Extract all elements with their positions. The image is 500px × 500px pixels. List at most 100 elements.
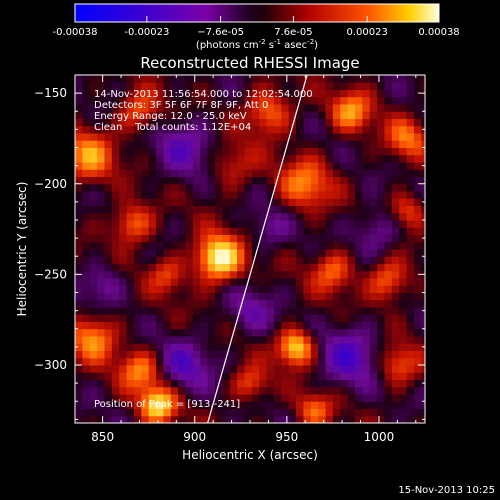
heatmap-cell: [133, 278, 142, 286]
heatmap-cell: [281, 220, 290, 228]
heatmap-cell: [178, 365, 187, 373]
heatmap-cell: [406, 314, 415, 322]
heatmap-cell: [229, 379, 238, 388]
heatmap-cell: [229, 336, 238, 344]
heatmap-cell: [148, 357, 157, 366]
heatmap-cell: [111, 220, 120, 228]
heatmap-cell: [259, 336, 268, 344]
heatmap-cell: [148, 183, 157, 192]
heatmap-cell: [377, 386, 385, 395]
heatmap-cell: [355, 350, 363, 359]
heatmap-cell: [251, 176, 260, 185]
heatmap-cell: [369, 89, 378, 98]
heatmap-cell: [97, 394, 105, 402]
heatmap-cell: [229, 154, 238, 163]
heatmap-cell: [126, 415, 135, 423]
heatmap-cell: [413, 299, 422, 308]
heatmap-cell: [325, 147, 334, 156]
heatmap-cell: [126, 307, 135, 315]
heatmap-cell: [207, 125, 216, 134]
heatmap-cell: [148, 176, 157, 185]
heatmap-cell: [237, 256, 245, 264]
heatmap-cell: [332, 278, 341, 286]
heatmap-cell: [222, 191, 231, 199]
heatmap-cell: [104, 234, 113, 243]
heatmap-cell: [111, 162, 120, 170]
heatmap-cell: [355, 394, 363, 402]
heatmap-cell: [148, 328, 157, 337]
heatmap-cell: [244, 350, 253, 359]
heatmap-cell: [273, 162, 282, 170]
heatmap-cell: [200, 321, 209, 330]
heatmap-cell: [340, 75, 349, 83]
heatmap-cell: [296, 212, 304, 221]
heatmap-cell: [281, 285, 290, 293]
heatmap-cell: [229, 104, 238, 112]
heatmap-cell: [215, 169, 223, 177]
heatmap-cell: [111, 176, 120, 185]
heatmap-cell: [377, 415, 385, 423]
heatmap-cell: [148, 104, 157, 112]
heatmap-cell: [384, 125, 393, 134]
heatmap-cell: [406, 82, 415, 90]
heatmap-cell: [229, 415, 238, 423]
heatmap-cell: [266, 292, 275, 301]
heatmap-cell: [296, 307, 304, 315]
heatmap-cell: [126, 278, 135, 286]
heatmap-cell: [288, 408, 297, 417]
heatmap-cell: [229, 343, 238, 351]
heatmap-cell: [119, 357, 128, 366]
heatmap-cell: [133, 365, 142, 373]
heatmap-cell: [355, 328, 363, 337]
heatmap-cell: [97, 82, 105, 90]
x-tick-label: 1000: [364, 430, 395, 444]
heatmap-cell: [215, 270, 223, 279]
heatmap-cell: [82, 125, 91, 134]
heatmap-cell: [369, 154, 378, 163]
heatmap-cell: [126, 350, 135, 359]
heatmap-cell: [244, 140, 253, 148]
heatmap-cell: [310, 198, 319, 206]
heatmap-cell: [178, 75, 187, 83]
heatmap-cell: [192, 299, 201, 308]
heatmap-cell: [384, 343, 393, 351]
heatmap-cell: [222, 118, 231, 127]
heatmap-cell: [89, 350, 98, 359]
heatmap-cell: [178, 220, 187, 228]
heatmap-cell: [237, 154, 245, 163]
heatmap-cell: [156, 205, 164, 214]
heatmap-cell: [192, 292, 201, 301]
heatmap-cell: [281, 133, 290, 141]
heatmap-cell: [369, 104, 378, 112]
heatmap-cell: [126, 365, 135, 373]
heatmap-cell: [310, 96, 319, 105]
heatmap-cell: [178, 415, 187, 423]
heatmap-cell: [148, 234, 157, 243]
heatmap-cell: [355, 140, 363, 148]
heatmap-cell: [133, 205, 142, 214]
heatmap-cell: [178, 249, 187, 257]
heatmap-cell: [207, 270, 216, 279]
heatmap-cell: [413, 220, 422, 228]
heatmap-cell: [185, 227, 194, 235]
heatmap-cell: [229, 89, 238, 98]
heatmap-cell: [119, 118, 128, 127]
heatmap-cell: [192, 357, 201, 366]
heatmap-cell: [200, 176, 209, 185]
heatmap-cell: [281, 82, 290, 90]
heatmap-cell: [215, 336, 223, 344]
heatmap-cell: [332, 205, 341, 214]
heatmap-cell: [369, 379, 378, 388]
heatmap-cell: [391, 285, 400, 293]
heatmap-cell: [303, 357, 312, 366]
heatmap-cell: [82, 227, 91, 235]
heatmap-cell: [296, 118, 304, 127]
heatmap-cell: [215, 285, 223, 293]
heatmap-cell: [237, 372, 245, 380]
heatmap-cell: [185, 198, 194, 206]
heatmap-cell: [141, 285, 150, 293]
heatmap-cell: [207, 176, 216, 185]
heatmap-cell: [89, 118, 98, 127]
heatmap-cell: [237, 234, 245, 243]
heatmap-cell: [377, 82, 385, 90]
